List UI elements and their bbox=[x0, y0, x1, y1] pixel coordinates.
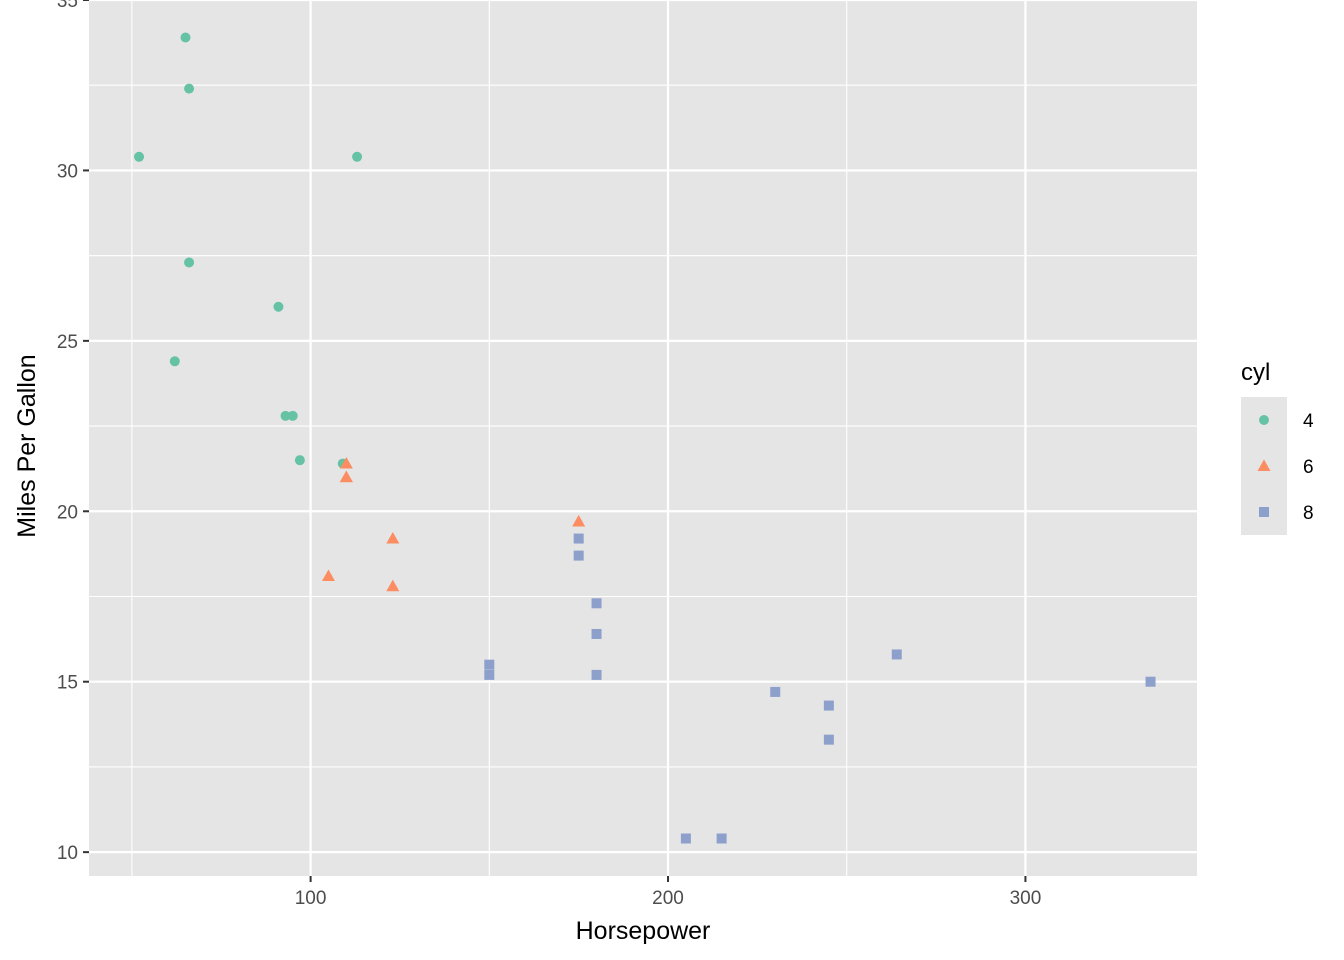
data-point-cyl-4 bbox=[169, 356, 180, 367]
data-point-cyl-8 bbox=[823, 700, 834, 711]
data-point-cyl-8 bbox=[591, 598, 602, 609]
data-point-cyl-8 bbox=[1145, 676, 1156, 687]
data-point-cyl-4 bbox=[134, 151, 145, 162]
legend-key-cyl-4 bbox=[1259, 415, 1269, 425]
data-point-cyl-6 bbox=[321, 569, 335, 581]
data-point-cyl-4 bbox=[184, 257, 195, 268]
legend-label: 8 bbox=[1303, 503, 1314, 524]
data-point-cyl-6 bbox=[339, 456, 353, 469]
data-point-cyl-4 bbox=[273, 301, 284, 312]
data-points bbox=[134, 32, 1156, 844]
major-grid bbox=[89, 0, 1197, 876]
legend: cyl 4 6 8 bbox=[1241, 359, 1314, 535]
data-point-cyl-8 bbox=[770, 686, 781, 697]
x-tick-label: 100 bbox=[295, 888, 327, 909]
legend-label: 4 bbox=[1303, 411, 1314, 432]
data-point-cyl-8 bbox=[591, 669, 602, 680]
legend-key-cyl-6 bbox=[1257, 459, 1271, 471]
data-point-cyl-6 bbox=[386, 531, 400, 544]
x-tick-label: 300 bbox=[1010, 888, 1042, 909]
data-point-cyl-4 bbox=[184, 83, 195, 94]
data-point-cyl-6 bbox=[339, 470, 353, 483]
plot-panel bbox=[89, 0, 1197, 876]
data-point-cyl-4 bbox=[287, 410, 298, 421]
data-point-cyl-4 bbox=[294, 455, 305, 466]
data-point-cyl-8 bbox=[891, 649, 902, 660]
data-point-cyl-6 bbox=[572, 514, 586, 527]
minor-grid bbox=[89, 0, 1197, 876]
data-point-cyl-8 bbox=[823, 734, 834, 745]
data-point-cyl-8 bbox=[591, 628, 602, 639]
data-point-cyl-8 bbox=[716, 833, 727, 844]
y-tick-label: 15 bbox=[57, 673, 78, 694]
data-point-cyl-8 bbox=[484, 669, 495, 680]
x-axis-title: Horsepower bbox=[576, 917, 711, 945]
data-point-cyl-6 bbox=[386, 579, 400, 592]
data-point-cyl-8 bbox=[573, 533, 584, 544]
data-point-cyl-4 bbox=[280, 410, 291, 421]
y-tick-label: 35 bbox=[57, 0, 78, 12]
data-point-cyl-8 bbox=[484, 659, 495, 670]
data-point-cyl-8 bbox=[680, 833, 691, 844]
y-axis-title: Miles Per Gallon bbox=[13, 354, 41, 537]
legend-label: 6 bbox=[1303, 457, 1314, 478]
legend-key-cyl-8 bbox=[1259, 507, 1269, 517]
y-tick-label: 10 bbox=[57, 843, 78, 864]
axis-ticks: 100 200 300 10 15 20 25 30 35 bbox=[57, 0, 1041, 909]
data-point-cyl-8 bbox=[573, 550, 584, 561]
y-tick-label: 30 bbox=[57, 161, 78, 182]
legend-title: cyl bbox=[1241, 359, 1270, 386]
x-tick-label: 200 bbox=[652, 888, 684, 909]
y-tick-label: 25 bbox=[57, 332, 78, 353]
data-point-cyl-4 bbox=[180, 32, 191, 43]
y-tick-label: 20 bbox=[57, 502, 78, 523]
data-point-cyl-4 bbox=[352, 151, 363, 162]
